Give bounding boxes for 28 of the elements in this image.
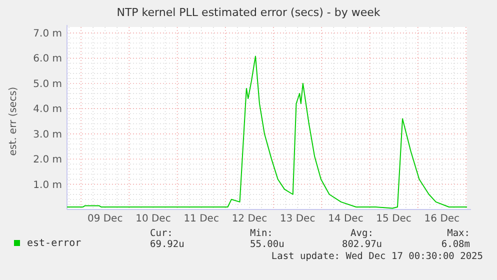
y-tick-label: 6.0 m: [33, 54, 62, 65]
text: Last update: Wed Dec 17 00:30:00 2025: [271, 251, 483, 262]
x-tick-label: 12 Dec: [232, 214, 268, 224]
chart-title: NTP kernel PLL estimated error (secs) - by week: [116, 6, 381, 19]
x-tick-label: 09 Dec: [87, 214, 123, 224]
legend-label: est-error: [27, 238, 82, 249]
text: 6.08m: [441, 239, 470, 250]
line-series: [66, 56, 468, 209]
x-tick-label: 13 Dec: [280, 214, 316, 224]
text: 802.97u: [342, 239, 382, 250]
x-tick-label: 15 Dec: [376, 214, 412, 224]
x-tick-label: 11 Dec: [184, 214, 219, 224]
x-tick-label: 16 Dec: [424, 214, 460, 224]
text: 55.00u: [250, 239, 284, 250]
text: Max:: [447, 228, 470, 239]
text: 69.92u: [150, 239, 184, 250]
text: Avg:: [350, 228, 374, 239]
y-axis-title: est. err (secs): [8, 86, 19, 156]
y-tick-label: 1.0 m: [33, 180, 62, 191]
y-tick-label: 2.0 m: [33, 154, 62, 166]
y-tick-label: 5.0 m: [33, 78, 62, 90]
y-tick-label: 3.0 m: [33, 129, 62, 140]
text: Min:: [250, 228, 273, 239]
text: Cur:: [150, 228, 173, 239]
x-tick-label: 14 Dec: [328, 214, 364, 224]
y-tick-label: 4.0 m: [33, 104, 62, 116]
y-tick-label: 7.0 m: [33, 28, 62, 40]
x-tick-label: 10 Dec: [136, 214, 171, 224]
